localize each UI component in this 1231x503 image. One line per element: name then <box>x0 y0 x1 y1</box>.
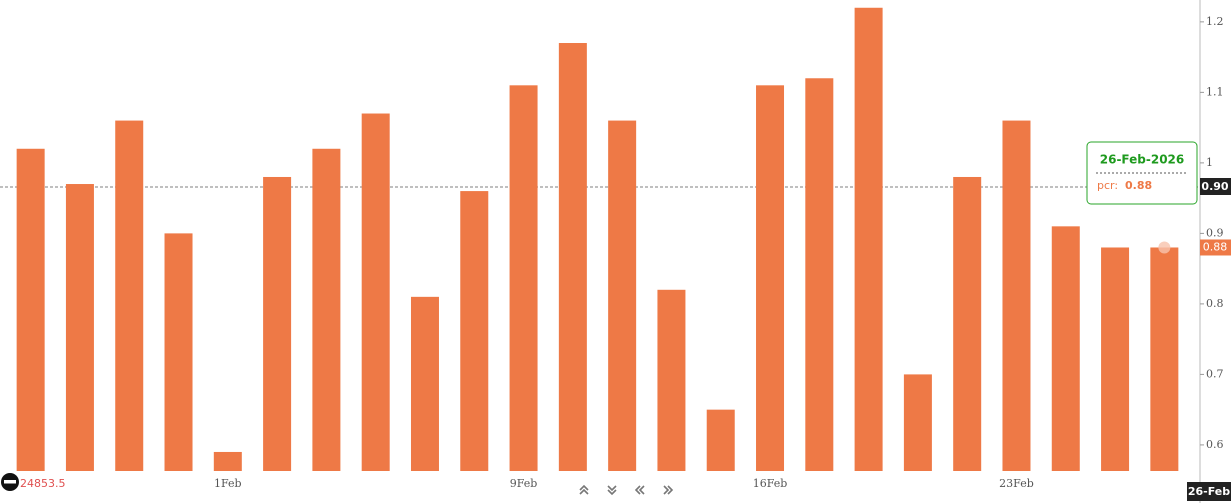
x-tick-label: 1Feb <box>214 477 242 490</box>
nav-up[interactable] <box>579 484 589 495</box>
bar <box>460 191 489 471</box>
last-point-halo <box>1158 241 1171 254</box>
crosshair-y-label: 0.90 <box>1201 180 1228 193</box>
x-tick-label: 16Feb <box>753 477 788 490</box>
y-tick-label: 0.8 <box>1206 297 1224 310</box>
bar <box>608 120 637 471</box>
tooltip-value: 0.88 <box>1125 179 1152 192</box>
bars <box>16 7 1179 472</box>
y-tick-label: 0.6 <box>1206 438 1224 451</box>
bar <box>1101 247 1130 471</box>
y-tick-label: 1.1 <box>1206 85 1224 98</box>
bar <box>65 184 94 471</box>
tooltip-date: 26-Feb-2026 <box>1100 153 1185 167</box>
y-tick-label: 0.9 <box>1206 226 1224 239</box>
bar <box>706 409 735 471</box>
y-tick-label: 1 <box>1206 156 1213 169</box>
bar <box>164 233 193 471</box>
last-value-box <box>1200 239 1231 256</box>
y-tick-label: 1.2 <box>1206 15 1224 28</box>
nav-buttons <box>579 484 674 496</box>
tooltip-label: pcr: <box>1097 179 1118 192</box>
bar <box>312 148 341 471</box>
bar <box>1150 247 1179 471</box>
bar <box>115 120 144 471</box>
x-tick-label: 23Feb <box>999 477 1034 490</box>
x-tick-label: 9Feb <box>510 477 538 490</box>
y-tick-label: 0.7 <box>1206 367 1224 380</box>
bar <box>657 289 686 471</box>
bar <box>1002 120 1031 471</box>
crosshair-x-label: 26-Feb <box>1188 485 1230 498</box>
bar <box>410 296 439 471</box>
crosshair-x-box <box>1187 482 1231 501</box>
bar <box>1051 226 1080 471</box>
bar <box>953 176 982 471</box>
nav-right[interactable] <box>663 485 674 495</box>
bar <box>903 374 932 471</box>
bar <box>263 176 292 471</box>
nav-left[interactable] <box>634 485 645 495</box>
remove-icon-bar <box>4 480 16 484</box>
bar <box>213 451 242 471</box>
bar <box>805 78 834 472</box>
bar <box>16 148 45 471</box>
bar <box>361 113 390 471</box>
nav-down[interactable] <box>607 485 617 496</box>
bar <box>756 85 785 472</box>
bar <box>509 85 538 472</box>
bar <box>558 43 587 472</box>
bar <box>854 7 883 472</box>
tooltip: 26-Feb-2026 pcr: 0.88 <box>1086 141 1198 205</box>
footer-value: 24853.5 <box>20 477 66 490</box>
crosshair-y-box <box>1200 178 1231 195</box>
last-value-label: 0.88 <box>1203 240 1228 253</box>
